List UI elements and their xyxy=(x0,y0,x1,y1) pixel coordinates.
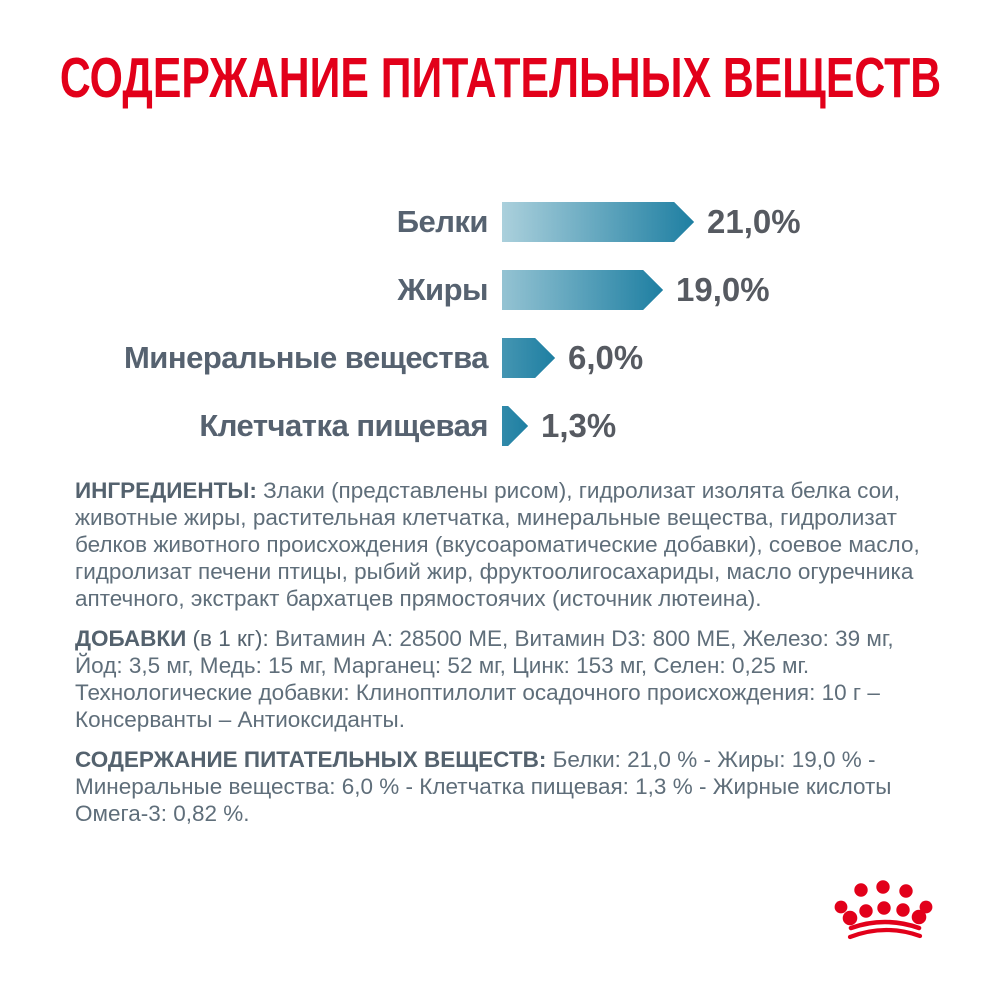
ingredients-paragraph: ИНГРЕДИЕНТЫ: Злаки (представлены рисом),… xyxy=(75,477,937,612)
bar-value-fat: 19,0% xyxy=(676,271,770,308)
bar-value-fiber: 1,3% xyxy=(541,407,617,444)
chart-row-fiber: Клетчатка пищевая 1,3% xyxy=(0,406,1000,446)
additives-body: Витамин A: 28500 МЕ, Витамин D3: 800 МЕ,… xyxy=(75,626,894,732)
nutrient-content-paragraph: СОДЕРЖАНИЕ ПИТАТЕЛЬНЫХ ВЕЩЕСТВ: Белки: 2… xyxy=(75,746,937,827)
ingredients-body: Злаки (представлены рисом), гидролизат и… xyxy=(75,478,920,611)
bar-fat xyxy=(502,270,663,310)
bar-value-minerals: 6,0% xyxy=(568,339,644,376)
bar-value-protein: 21,0% xyxy=(707,203,801,240)
chart-row-fat: Жиры 19,0% xyxy=(0,270,1000,310)
info-text-block: ИНГРЕДИЕНТЫ: Злаки (представлены рисом),… xyxy=(75,477,937,840)
additives-heading-suffix: (в 1 кг): xyxy=(186,626,276,651)
ingredients-heading: ИНГРЕДИЕНТЫ: xyxy=(75,478,264,503)
bar-fiber xyxy=(502,406,528,446)
bar-label-protein: Белки xyxy=(396,204,489,239)
additives-heading: ДОБАВКИ xyxy=(75,626,187,651)
chart-row-minerals: Минеральные вещества 6,0% xyxy=(0,338,1000,378)
royal-canin-crown-icon xyxy=(834,880,933,940)
bar-label-minerals: Минеральные вещества xyxy=(123,340,489,375)
page-title: СОДЕРЖАНИЕ ПИТАТЕЛЬНЫХ ВЕЩЕСТВ xyxy=(59,46,941,110)
bar-minerals xyxy=(502,338,555,378)
additives-paragraph: ДОБАВКИ (в 1 кг): Витамин A: 28500 МЕ, В… xyxy=(75,625,937,733)
bar-protein xyxy=(502,202,694,242)
nutrient-bar-chart: Белки 21,0% Жиры 19,0% Минеральные вещес… xyxy=(0,202,1000,474)
nutrient-content-heading: СОДЕРЖАНИЕ ПИТАТЕЛЬНЫХ ВЕЩЕСТВ: xyxy=(75,747,553,772)
bar-label-fiber: Клетчатка пищевая xyxy=(199,408,488,443)
chart-row-protein: Белки 21,0% xyxy=(0,202,1000,242)
nutrient-content-body: Белки: 21,0 % - Жиры: 19,0 % - Минеральн… xyxy=(75,747,892,826)
bar-label-fat: Жиры xyxy=(397,272,489,307)
title-row: СОДЕРЖАНИЕ ПИТАТЕЛЬНЫХ ВЕЩЕСТВ xyxy=(0,46,1000,112)
